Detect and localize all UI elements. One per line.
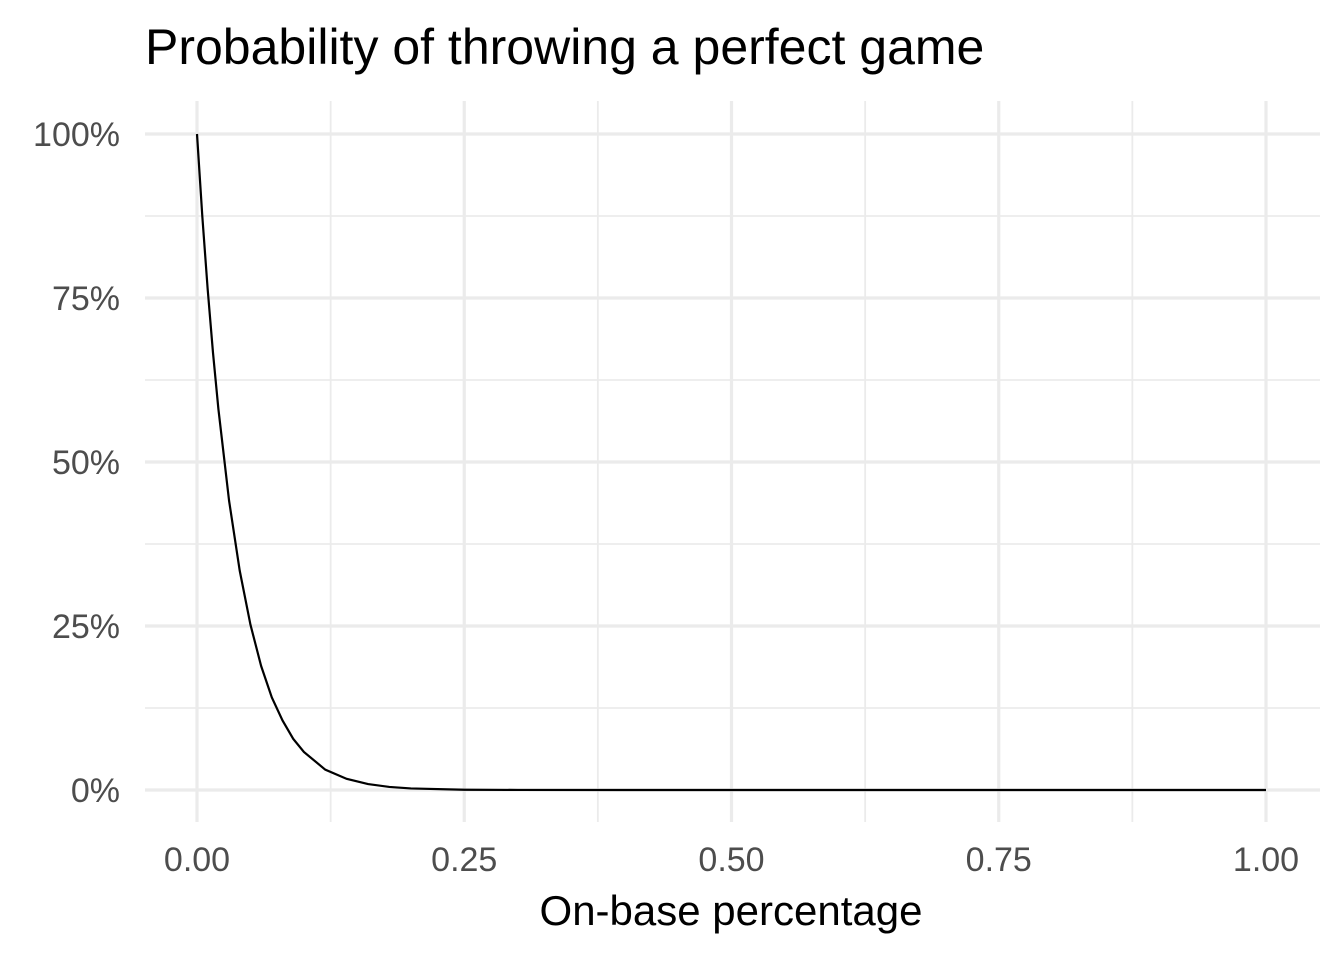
chart-title: Probability of throwing a perfect game — [145, 19, 984, 75]
grid-lines — [145, 101, 1320, 822]
y-tick-label: 0% — [71, 772, 120, 810]
y-tick-label: 100% — [33, 116, 120, 154]
y-tick-label: 50% — [52, 444, 120, 482]
x-tick-label: 0.75 — [966, 841, 1032, 879]
y-axis-tick-labels: 0% 25% 50% 75% 100% — [33, 116, 120, 810]
series-layer — [195, 133, 1266, 792]
x-tick-label: 0.25 — [431, 841, 497, 879]
y-tick-label: 75% — [52, 280, 120, 318]
x-tick-label: 1.00 — [1233, 841, 1299, 879]
x-tick-label: 0.00 — [164, 841, 230, 879]
x-axis-label: On-base percentage — [540, 887, 923, 934]
series-line — [195, 133, 1266, 792]
x-axis-tick-labels: 0.00 0.25 0.50 0.75 1.00 — [164, 841, 1299, 879]
y-tick-label: 25% — [52, 608, 120, 646]
x-tick-label: 0.50 — [698, 841, 764, 879]
